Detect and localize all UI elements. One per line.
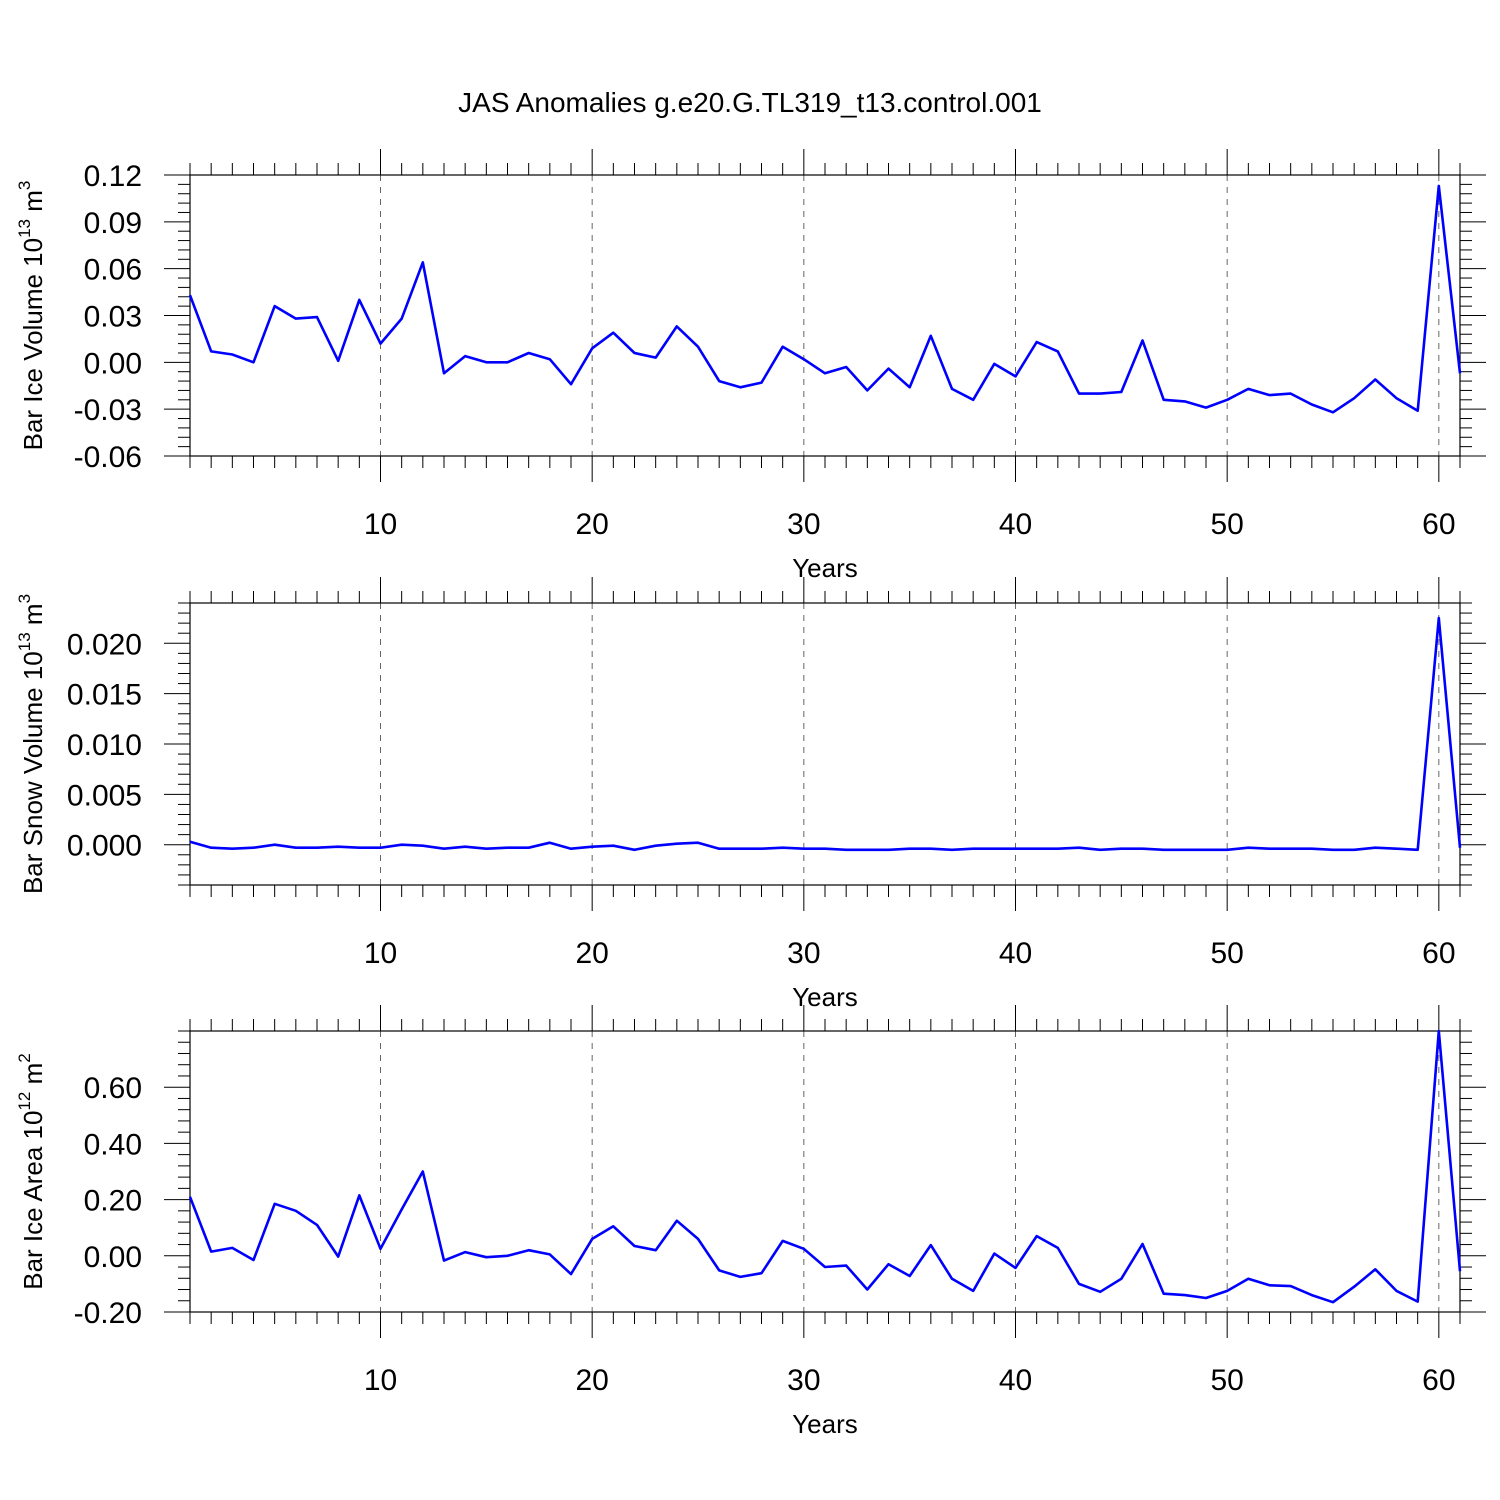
y-tick-label: 0.09 xyxy=(84,207,142,240)
panel-snow-volume: 0.000 0.005 0.010 0.015 0.020 10 20 30 40 50 60 Yea… xyxy=(15,577,1486,1012)
y-axis-label-exponent: 2 xyxy=(15,1053,34,1062)
y-tick-label: 0.06 xyxy=(84,254,142,287)
y-tick-label: 0.03 xyxy=(84,301,142,334)
y-tick-label: 0.20 xyxy=(84,1185,142,1218)
y-tick-label: -0.03 xyxy=(74,394,142,427)
x-tick-label: 40 xyxy=(999,1364,1032,1397)
y-axis-label-exponent: 13 xyxy=(15,219,34,238)
x-axis-label: Years xyxy=(792,553,858,583)
x-tick-label: 20 xyxy=(575,937,608,970)
x-tick-label: 30 xyxy=(787,508,820,541)
plot-frame xyxy=(189,174,1461,457)
x-tick-label: 20 xyxy=(575,508,608,541)
y-tick-label: 0.00 xyxy=(84,1241,142,1274)
y-tick-label: 0.010 xyxy=(67,729,142,762)
y-axis-label: Bar Ice Area 1012 m2 xyxy=(15,1053,48,1290)
y-tick-label: 0.00 xyxy=(84,347,142,380)
x-axis-label: Years xyxy=(792,1409,858,1439)
x-tick-label: 40 xyxy=(999,937,1032,970)
series-line xyxy=(188,1029,1462,1304)
y-axis-label-exponent: 3 xyxy=(15,181,34,190)
x-tick-label: 50 xyxy=(1210,937,1243,970)
y-tick-label: 0.12 xyxy=(84,160,142,193)
y-axis-label-text: m xyxy=(18,603,48,632)
x-tick-label: 10 xyxy=(364,937,397,970)
y-axis-label-text: Bar Ice Volume 10 xyxy=(18,238,48,450)
y-tick-label: 0.015 xyxy=(67,679,142,712)
y-tick-label: 0.020 xyxy=(67,628,142,661)
y-axis-label-text: m xyxy=(18,190,48,219)
x-tick-label: 10 xyxy=(364,508,397,541)
y-tick-label: 0.005 xyxy=(67,779,142,812)
plot-frame xyxy=(189,1030,1461,1313)
y-axis-label-exponent: 12 xyxy=(15,1092,34,1111)
x-tick-label: 30 xyxy=(787,937,820,970)
panel-ice-area: -0.20 0.00 0.20 0.40 0.60 10 20 30 40 50 60 Years Ba… xyxy=(15,1005,1486,1439)
x-tick-label: 20 xyxy=(575,1364,608,1397)
y-axis-label-exponent: 13 xyxy=(15,632,34,651)
figure-title: JAS Anomalies g.e20.G.TL319_t13.control.… xyxy=(458,87,1042,118)
x-tick-label: 30 xyxy=(787,1364,820,1397)
x-tick-label: 50 xyxy=(1210,1364,1243,1397)
x-tick-label: 60 xyxy=(1422,937,1455,970)
y-tick-label: 0.000 xyxy=(67,830,142,863)
y-axis-label-text: Bar Ice Area 10 xyxy=(18,1111,48,1290)
x-tick-label: 40 xyxy=(999,508,1032,541)
panel-ice-volume: -0.06 -0.03 0.00 0.03 0.06 0.09 0.12 10 20 30 40 50… xyxy=(15,149,1486,583)
series-line xyxy=(189,616,1462,852)
x-tick-label: 10 xyxy=(364,1364,397,1397)
y-axis-label: Bar Snow Volume 1013 m3 xyxy=(15,594,48,894)
y-axis-label-text: m xyxy=(18,1063,48,1092)
x-tick-label: 60 xyxy=(1422,508,1455,541)
x-tick-label: 50 xyxy=(1210,508,1243,541)
y-tick-label: -0.06 xyxy=(74,441,142,474)
y-axis-label-exponent: 3 xyxy=(15,594,34,603)
y-tick-label: 0.60 xyxy=(84,1072,142,1105)
x-tick-label: 60 xyxy=(1422,1364,1455,1397)
y-tick-label: 0.40 xyxy=(84,1128,142,1161)
plot-frame xyxy=(189,602,1461,886)
series-line xyxy=(188,184,1462,414)
y-tick-label: -0.20 xyxy=(74,1297,142,1330)
y-axis-label-text: Bar Snow Volume 10 xyxy=(18,651,48,894)
y-axis-label: Bar Ice Volume 1013 m3 xyxy=(15,181,48,451)
x-axis-label: Years xyxy=(792,982,858,1012)
